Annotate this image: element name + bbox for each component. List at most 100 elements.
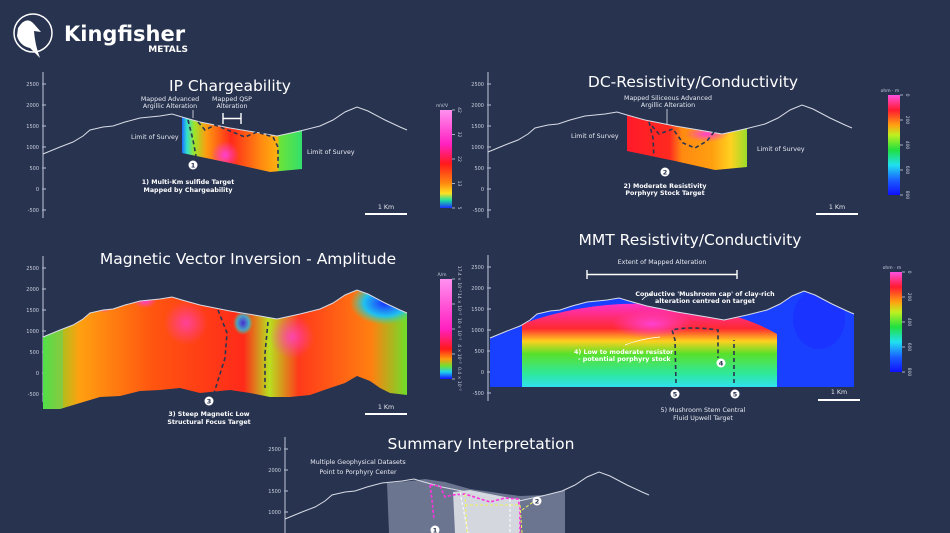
target-caption: Porphyry Stock Target	[625, 190, 704, 197]
target-caption: Mapped by Chargeability	[144, 187, 233, 194]
colorbar-tick-label: 10 × 10⁻²	[456, 318, 462, 340]
axis-tick-label: 2500	[471, 265, 484, 271]
axis-tick-label: 0	[481, 370, 484, 376]
target-caption: 5) Mushroom Stem Central	[661, 407, 746, 414]
conductive-cap	[522, 303, 777, 387]
qsp-extent-bracket	[222, 113, 242, 124]
limit-of-survey-label: Limit of Survey	[131, 134, 179, 141]
magnetic-high	[164, 301, 208, 345]
axis-tick-label: 1500	[26, 308, 39, 314]
axis-tick-label: 500	[474, 349, 484, 355]
colorbar-unit: mV/V	[436, 103, 449, 109]
colorbar-tick-label: 17.4 × 10⁻²	[456, 266, 462, 293]
depth-axis: 2500 2000 1500 1000 500 0 -500	[471, 72, 491, 218]
axis-tick-label: 1500	[471, 307, 484, 313]
panel-title: DC-Resistivity/Conductivity	[588, 73, 798, 91]
target-marker-number: 2	[535, 498, 540, 506]
structural-low-outline	[213, 309, 269, 394]
target-marker-number: 3	[207, 398, 212, 406]
axis-tick-label: 500	[29, 166, 39, 172]
colorbar-tick-label: 0.4 × 10⁻²	[456, 367, 462, 391]
panel-title: IP Chargeability	[169, 77, 291, 95]
annotation-text: 4) Low to moderate resistor	[574, 349, 674, 356]
colorbar-tick-label: 22	[456, 156, 462, 162]
annotation-text: Mapped Advanced	[141, 96, 199, 103]
axis-tick-label: 2000	[471, 286, 484, 292]
target-marker	[730, 389, 740, 399]
pointer-arrow	[624, 336, 661, 346]
pointer-arrow	[641, 293, 653, 301]
annotation-text: Alteration	[217, 103, 248, 110]
colorbar-tick-label: 5	[456, 207, 462, 210]
limit-of-survey-label: Limit of Survey	[757, 146, 805, 153]
axis-tick-label: 1500	[471, 124, 484, 130]
axis-tick-label: 1000	[26, 145, 39, 151]
axis-tick-label: 1000	[471, 328, 484, 334]
annotation-text: - potential porphyry stock	[578, 356, 671, 363]
axis-tick-label: 0	[36, 371, 39, 377]
target-caption: Fluid Upwell Target	[673, 415, 733, 422]
axis-tick-label: 2000	[26, 287, 39, 293]
kingfisher-bird-icon	[13, 13, 53, 53]
axis-tick-label: 2000	[26, 103, 39, 109]
panel-magnetic-vector-inversion: 2500 2000 1500 1000 500 0 -500 Magnetic Vector…	[26, 250, 462, 426]
magnetic-high	[270, 315, 314, 359]
annotation-text: Argillic Alteration	[143, 103, 197, 110]
structural-outline	[459, 491, 511, 533]
target-caption: 3) Steep Magnetic Low	[168, 411, 249, 418]
brand-subname: METALS	[148, 45, 188, 55]
colorbar-tick-label: 0	[904, 94, 910, 97]
bird-silhouette	[17, 20, 41, 58]
annotation-text: alteration centred on target	[655, 298, 755, 305]
panel-ip-chargeability: 2500 2000 1500 1000 500 0 -500 IP Chargeabilit…	[26, 72, 462, 218]
kingfisher-logo: Kingfisher METALS	[13, 13, 188, 58]
target-marker-number: 1	[191, 162, 196, 170]
axis-tick-label: 2500	[268, 447, 281, 453]
limit-of-survey-label: Limit of Survey	[307, 149, 355, 156]
colorbar-tick-label: 13	[456, 181, 462, 187]
target-marker	[188, 160, 198, 170]
colorbar-unit: A/m	[438, 272, 447, 278]
chargeability-high	[211, 141, 239, 169]
axis-tick-label: -500	[473, 391, 484, 397]
colorbar-unit: ohm · m	[881, 88, 900, 94]
colorbar-tick-label: 42	[456, 107, 462, 113]
colorbar-tick-label: 0	[906, 271, 912, 274]
scale-bar-label: 1 Km	[831, 389, 847, 396]
colorbar: mV/V 42 32 22 13 5	[436, 103, 462, 210]
alteration-outline	[648, 121, 718, 159]
axis-tick-label: 0	[36, 187, 39, 193]
ip-anomaly-outline	[429, 484, 521, 533]
axis-tick-label: -500	[473, 208, 484, 214]
panel-title: Summary Interpretation	[388, 435, 575, 453]
target-caption: Structural Focus Target	[167, 419, 250, 426]
annotation-text: Multiple Geophysical Datasets	[310, 459, 405, 466]
colorbar-tick-label: 800	[904, 191, 910, 200]
colorbar-scale	[440, 279, 452, 379]
annotation-text: Extent of Mapped Alteration	[618, 259, 707, 266]
axis-tick-label: 1000	[26, 329, 39, 335]
axis-tick-label: 2500	[26, 266, 39, 272]
colorbar: ohm · m 0 200 400 600 800	[883, 265, 912, 376]
target-marker	[532, 496, 542, 506]
annotation-text: Mapped Siliceous Advanced	[624, 95, 712, 102]
brand-name: Kingfisher	[64, 22, 186, 46]
porphyry-stem-outline	[670, 327, 735, 384]
target-marker	[716, 358, 726, 368]
colorbar-tick-label: 14 × 10⁻²	[456, 293, 462, 315]
colorbar-tick-label: 32	[456, 132, 462, 138]
axis-tick-label: -500	[28, 392, 39, 398]
annotation-text: Argillic Alteration	[641, 102, 695, 109]
annotation-text: Conductive 'Mushroom cap' of clay-rich	[635, 291, 774, 298]
target-marker-number: 5	[733, 391, 738, 399]
axis-tick-label: 0	[481, 187, 484, 193]
colorbar-tick-label: 600	[904, 166, 910, 175]
target-marker-number: 4	[719, 360, 724, 368]
colorbar-tick-label: 600	[906, 343, 912, 352]
colorbar: A/m 17.4 × 10⁻²14 × 10⁻² 10 × 10⁻² 4 × 10⁻²…	[438, 266, 462, 391]
axis-tick-label: 500	[29, 350, 39, 356]
limit-of-survey-label: Limit of Survey	[571, 133, 619, 140]
